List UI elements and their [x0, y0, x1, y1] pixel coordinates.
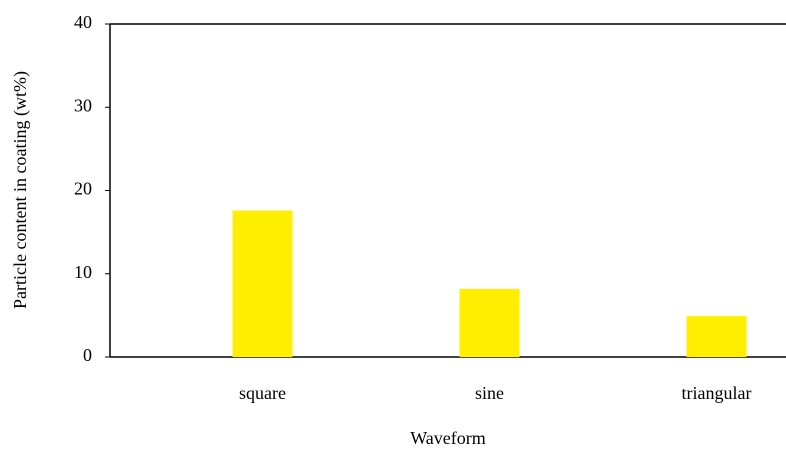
bar	[232, 210, 293, 357]
x-tick-label: sine	[475, 383, 504, 403]
bar	[686, 316, 747, 357]
y-tick-label: 0	[83, 345, 92, 365]
y-tick-label: 20	[74, 179, 92, 199]
bar	[459, 288, 520, 357]
y-tick-label: 40	[74, 12, 92, 32]
x-tick-label: square	[239, 383, 286, 403]
x-axis-label: Waveform	[410, 428, 486, 448]
y-tick-label: 30	[74, 95, 92, 115]
y-axis-label: Particle content in coating (wt%)	[10, 71, 31, 309]
y-tick-label: 10	[74, 262, 92, 282]
x-tick-label: triangular	[682, 383, 752, 403]
